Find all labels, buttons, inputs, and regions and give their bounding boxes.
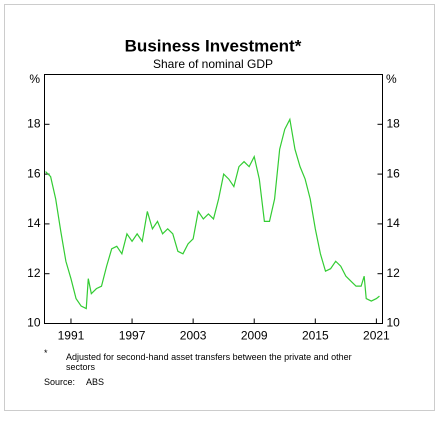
y2-tick-label: 16: [387, 166, 401, 180]
source: ABS: [86, 377, 105, 387]
subtitle: Share of nominal GDP: [153, 57, 273, 71]
x-tick-label: 1991: [58, 329, 85, 343]
x-tick-label: 2021: [363, 329, 390, 343]
y2-tick-label: 10: [387, 316, 401, 330]
y2-tick-label: 14: [387, 216, 401, 230]
y-tick-label: 14: [27, 216, 41, 230]
y-tick-label: 18: [27, 116, 41, 130]
y-tick-label: 12: [27, 266, 41, 280]
x-tick-label: 2003: [180, 329, 207, 343]
x-tick-label: 2015: [302, 329, 329, 343]
data-line: [45, 117, 380, 310]
y2-unit: %: [386, 72, 397, 86]
chart-title: Business Investment*: [125, 36, 302, 55]
y-tick-label: 16: [27, 166, 41, 180]
footnote: Adjusted for second-hand asset transfers…: [66, 352, 352, 372]
frame: [4, 4, 435, 411]
x-tick-label: 2009: [241, 329, 268, 343]
y2-tick-label: 18: [387, 116, 401, 130]
y-unit: %: [29, 72, 40, 86]
x-tick-label: 1997: [119, 329, 146, 343]
plot-frame: [44, 74, 383, 324]
y2-tick-label: 12: [387, 266, 401, 280]
source-label: Source:: [44, 377, 76, 387]
footnote-marker: *: [44, 348, 48, 358]
y-tick-label: 10: [27, 316, 41, 330]
